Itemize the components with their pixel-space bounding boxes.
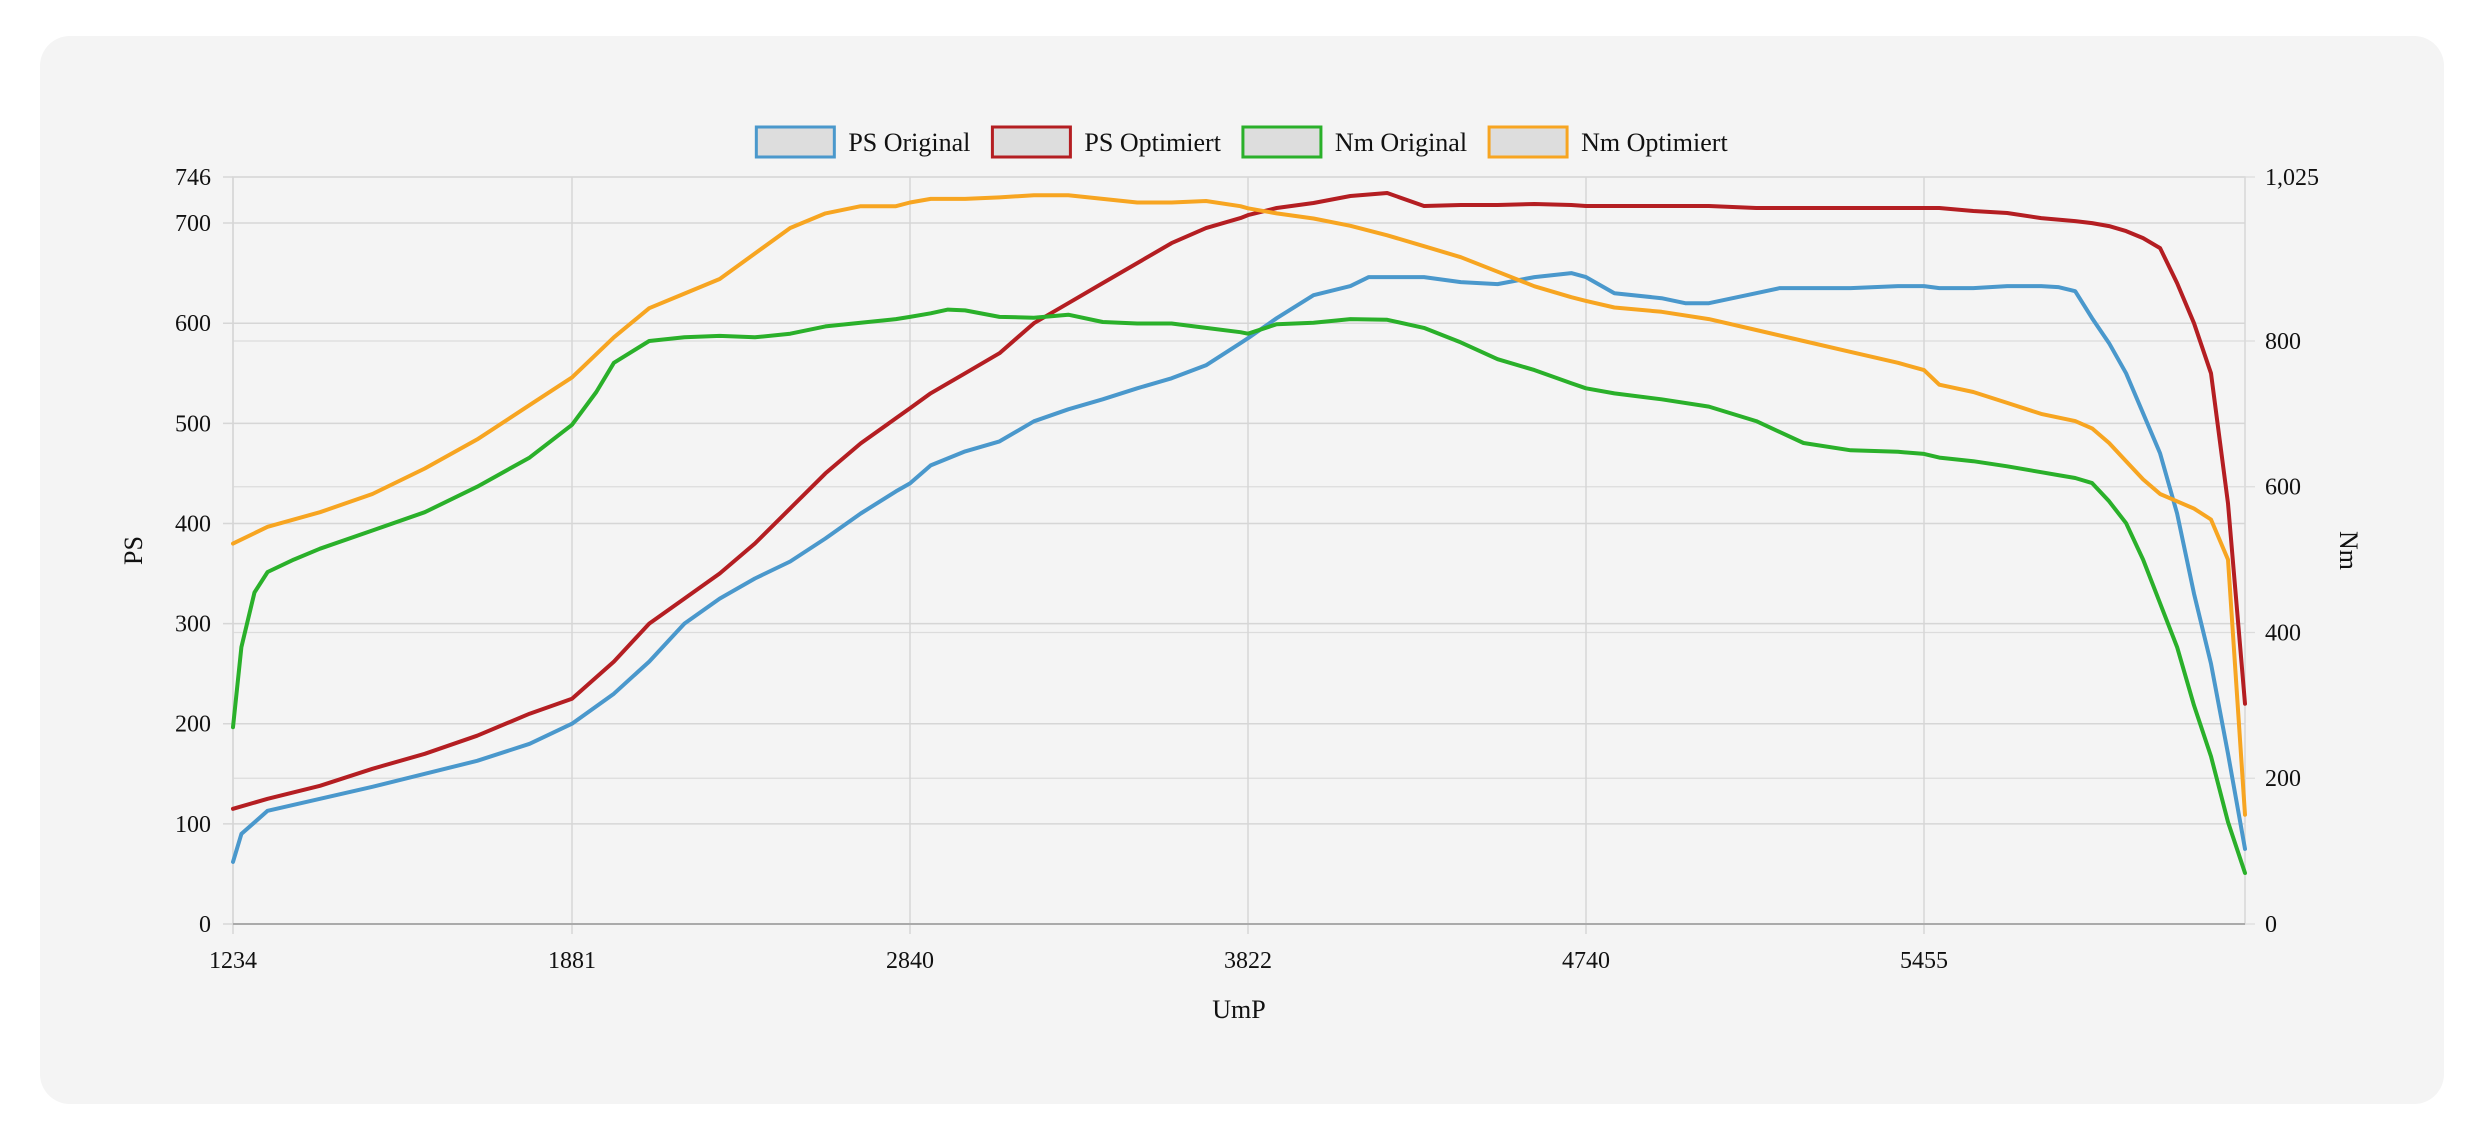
legend-label: Nm Optimiert	[1581, 128, 1728, 157]
y-left-tick-label: 300	[175, 612, 211, 638]
y-right-tick-label: 0	[2265, 912, 2277, 938]
legend-item-nm-original[interactable]: Nm Original	[1241, 125, 1467, 159]
y-left-tick-label: 400	[175, 511, 211, 537]
series-line-ps-original	[231, 271, 2247, 864]
series-lines	[231, 191, 2247, 875]
series-line-nm-original	[231, 307, 2247, 875]
axes: 0 100 200 300 400 500 600 700 746 0 200 400 600 800 1,…	[119, 165, 2363, 1024]
x-tick-label: 1881	[548, 948, 596, 974]
chart-card: 0 100 200 300 400 500 600 700 746 0 200 400 600 800 1,…	[40, 36, 2444, 1104]
y-right-tick-label: 200	[2265, 766, 2301, 792]
x-tick-label: 1234	[209, 948, 257, 974]
legend-swatch	[1487, 125, 1569, 159]
y-left-tick-label: 600	[175, 311, 211, 337]
series-line-nm-optimiert	[231, 193, 2247, 817]
legend-label: Nm Original	[1335, 128, 1467, 157]
x-tick-label: 2840	[886, 948, 934, 974]
legend-item-nm-optimiert[interactable]: Nm Optimiert	[1487, 125, 1728, 159]
y-left-axis-title: PS	[119, 536, 148, 565]
y-left-tick-label: 100	[175, 812, 211, 838]
x-tick-label: 4740	[1562, 948, 1610, 974]
legend[interactable]: PS Original PS Optimiert Nm Original Nm Opt…	[754, 125, 1728, 159]
legend-item-ps-original[interactable]: PS Original	[754, 125, 970, 159]
line-chart: 0 100 200 300 400 500 600 700 746 0 200 400 600 800 1,…	[119, 125, 2363, 1024]
x-tick-label: 5455	[1900, 948, 1948, 974]
y-right-axis-title: Nm	[2334, 531, 2363, 570]
y-right-tick-label: 400	[2265, 620, 2301, 646]
legend-item-ps-optimiert[interactable]: PS Optimiert	[990, 125, 1222, 159]
x-axis-title: UmP	[1212, 995, 1265, 1024]
legend-swatch	[990, 125, 1072, 159]
y-right-tick-label: 800	[2265, 329, 2301, 355]
y-left-tick-label: 200	[175, 712, 211, 738]
y-right-tick-label: 1,025	[2265, 165, 2319, 191]
y-left-tick-label: 746	[175, 165, 211, 191]
grid	[223, 176, 2255, 934]
legend-swatch	[754, 125, 836, 159]
x-tick-label: 3822	[1224, 948, 1272, 974]
legend-swatch	[1241, 125, 1323, 159]
y-left-tick-label: 700	[175, 211, 211, 237]
legend-label: PS Optimiert	[1084, 128, 1221, 157]
y-left-tick-label: 500	[175, 411, 211, 437]
series-line-ps-optimiert	[231, 191, 2247, 811]
legend-label: PS Original	[848, 128, 970, 157]
y-left-tick-label: 0	[199, 912, 211, 938]
y-right-tick-label: 600	[2265, 475, 2301, 501]
